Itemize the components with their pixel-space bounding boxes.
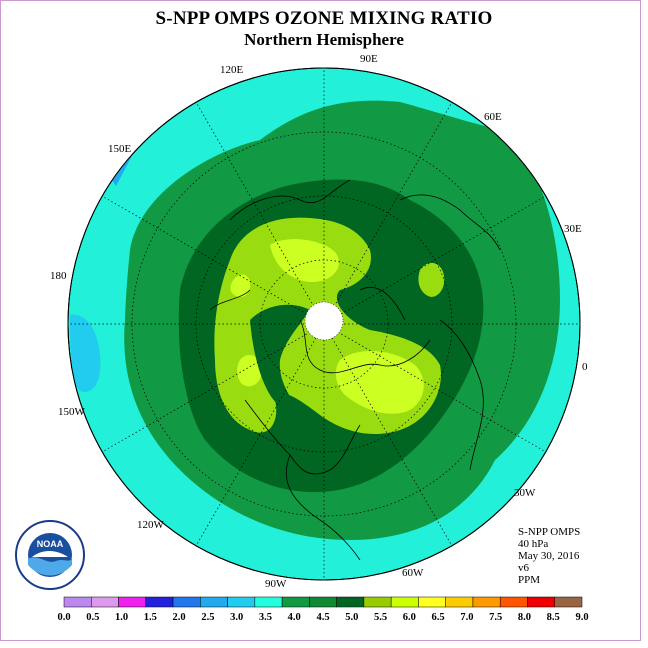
info-block: S-NPP OMPS 40 hPa May 30, 2016 v6 PPM: [518, 526, 580, 586]
contour-island: [418, 262, 445, 297]
graticule: [68, 68, 580, 580]
colorbar-swatch: [527, 596, 555, 608]
colorbar-swatch: [499, 596, 528, 608]
lon-label-120w: 120W: [137, 519, 165, 531]
info-date: May 30, 2016: [518, 550, 580, 562]
colorbar-swatch: [63, 596, 92, 608]
info-units: PPM: [518, 574, 541, 586]
svg-text:NOAA: NOAA: [37, 539, 64, 549]
lon-label-180: 180: [50, 270, 67, 282]
colorbar-swatch: [172, 596, 201, 608]
colorbar-tick-label: 3.5: [259, 612, 272, 623]
colorbar-tick-label: 8.5: [547, 612, 560, 623]
colorbar-tick-label: 4.5: [316, 612, 329, 623]
low-ozone-patch: [70, 314, 101, 392]
colorbar-swatch: [336, 596, 365, 608]
dark-trough: [250, 304, 310, 416]
coastlines: [209, 179, 501, 561]
colorbar-swatch: [363, 596, 392, 608]
info-product: S-NPP OMPS: [518, 526, 581, 538]
colorbar-tick-label: 3.0: [230, 612, 243, 623]
colorbar-swatch: [254, 596, 283, 608]
noaa-logo: NOAA: [15, 520, 85, 590]
colorbar-tick-label: 7.0: [460, 612, 473, 623]
colorbar-tick-label: 1.5: [144, 612, 157, 623]
lon-label-150e: 150E: [108, 143, 132, 155]
lon-label-30w: 30W: [514, 487, 536, 499]
info-version: v6: [518, 562, 529, 574]
colorbar-swatch: [227, 596, 256, 608]
contour-5-5c: [230, 274, 251, 298]
colorbar-tick-label: 0.0: [57, 612, 70, 623]
colorbar-tick-label: 5.0: [345, 612, 358, 623]
plot-frame: [0, 0, 641, 641]
colorbar-swatch: [281, 596, 310, 608]
lon-label-60e: 60E: [484, 111, 502, 123]
colorbar-tick-label: 2.5: [201, 612, 214, 623]
lon-label-90e: 90E: [360, 53, 378, 65]
info-level: 40 hPa: [518, 538, 549, 550]
colorbar-swatch: [554, 596, 583, 608]
colorbar-tick-label: 5.5: [374, 612, 387, 623]
colorbar-tick-label: 6.5: [432, 612, 445, 623]
colorbar-tick-label: 7.5: [489, 612, 502, 623]
contour-5-5: [270, 239, 339, 283]
lon-label-120e: 120E: [220, 64, 244, 76]
colorbar-tick-label: 1.0: [115, 612, 128, 623]
colorbar-swatch: [445, 596, 474, 608]
colorbar-swatch: [418, 596, 446, 608]
lon-label-30e: 30E: [564, 223, 582, 235]
colorbar: 0.0 0.5 1.0 1.5 2.0 2.5 3.0 3.5 4.0 4.5 5.0 5.5 6.0 6…: [57, 596, 589, 623]
lon-label-60w: 60W: [402, 567, 424, 579]
colorbar-swatch: [309, 596, 337, 608]
map-subtitle: Northern Hemisphere: [244, 30, 404, 49]
polar-gap: [304, 301, 344, 341]
colorbar-swatch: [390, 596, 419, 608]
colorbar-tick-label: 0.5: [86, 612, 99, 623]
colorbar-swatch: [91, 596, 119, 608]
lon-label-150w: 150W: [58, 406, 86, 418]
colorbar-tick-label: 2.0: [173, 612, 186, 623]
colorbar-tick-label: 4.0: [288, 612, 301, 623]
colorbar-tick-label: 9.0: [575, 612, 588, 623]
colorbar-swatch: [472, 596, 501, 608]
lon-label-90w: 90W: [265, 578, 287, 590]
colorbar-tick-label: 6.0: [403, 612, 416, 623]
colorbar-swatch: [200, 596, 228, 608]
colorbar-swatch: [118, 596, 147, 608]
globe-outline: [67, 67, 581, 581]
lon-label-0: 0: [582, 361, 588, 373]
contour-5-5d: [237, 355, 262, 387]
colorbar-tick-label: 8.0: [518, 612, 531, 623]
map-title: S-NPP OMPS OZONE MIXING RATIO: [155, 8, 493, 29]
colorbar-swatch: [145, 596, 174, 608]
